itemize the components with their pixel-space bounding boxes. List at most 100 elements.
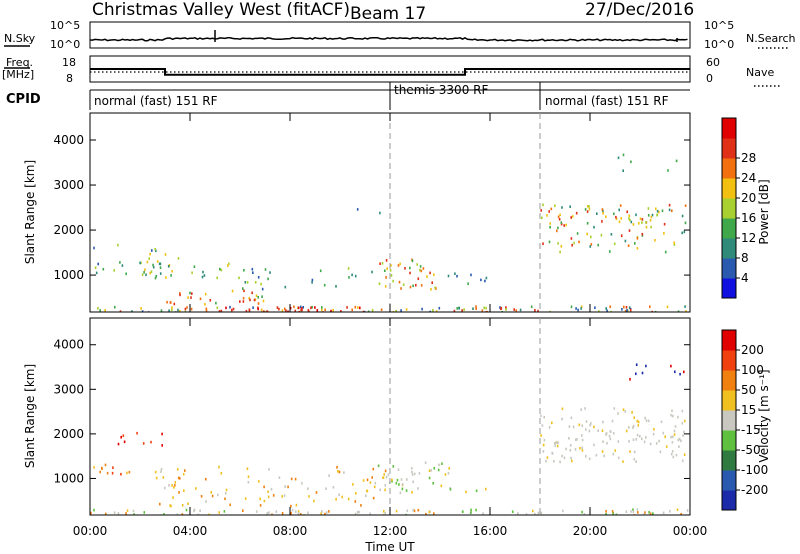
echo-cell: [587, 205, 589, 208]
echo-cell: [462, 510, 464, 513]
colorbar-swatch: [722, 350, 736, 371]
echo-cell: [441, 462, 443, 465]
echo-cell: [325, 487, 327, 490]
echo-cell: [387, 473, 390, 477]
echo-cell: [190, 307, 193, 311]
echo-cell: [585, 454, 587, 458]
echo-cell: [152, 263, 154, 267]
echo-cell: [289, 306, 292, 310]
echo-cell: [224, 497, 226, 501]
echo-cell: [650, 225, 652, 229]
echo-cell: [636, 237, 639, 240]
echo-cell: [585, 428, 587, 431]
echo-cell: [380, 308, 383, 311]
echo-cell: [369, 481, 372, 484]
echo-cell: [440, 484, 443, 488]
echo-cell: [247, 475, 250, 478]
echo-cell: [481, 309, 484, 312]
echo-cell: [149, 271, 151, 275]
echo-cell: [643, 440, 646, 444]
echo-cell: [332, 486, 335, 489]
colorbar-swatch: [722, 258, 736, 279]
echo-cell: [324, 308, 326, 312]
echo-cell: [554, 204, 556, 208]
echo-cell: [550, 207, 553, 211]
echo-cell: [163, 513, 165, 515]
echo-cell: [602, 440, 604, 443]
echo-cell: [184, 310, 187, 312]
echo-cell: [156, 260, 159, 263]
echo-cell: [160, 470, 162, 473]
x-tick-label: 20:00: [573, 524, 608, 538]
colorbar-swatch: [722, 450, 736, 471]
echo-cell: [311, 278, 314, 282]
velocity-frame: [89, 317, 691, 516]
echo-cell: [635, 438, 638, 441]
echo-cell: [671, 450, 674, 453]
colorbar-swatch: [722, 158, 736, 179]
nsky-panel: N.Sky 10^5 10^0 10^5 10^0 N.Search: [4, 19, 796, 51]
echo-cell: [663, 222, 666, 226]
echo-cell: [299, 513, 302, 515]
colorbar-tick-label: -50: [741, 443, 761, 457]
echo-cell: [302, 306, 304, 309]
echo-cell: [645, 364, 647, 368]
velocity-y-axis: 1000 2000 3000 4000: [53, 338, 690, 485]
nsky-frame: [89, 21, 691, 49]
echo-cell: [386, 267, 388, 270]
echo-cell: [630, 220, 633, 224]
echo-cell: [581, 446, 583, 449]
echo-cell: [301, 308, 303, 312]
echo-cell: [652, 432, 655, 436]
echo-cell: [413, 509, 416, 513]
colorbar-swatch: [722, 390, 736, 411]
echo-cell: [356, 510, 359, 514]
colorbar-swatch: [722, 470, 736, 491]
echo-cell: [602, 420, 604, 424]
echo-cell: [475, 508, 477, 512]
echo-cell: [395, 309, 397, 312]
power-x-axis: [89, 113, 691, 312]
echo-cell: [401, 483, 404, 486]
echo-cell: [623, 305, 625, 309]
echo-cell: [114, 305, 116, 309]
echo-cell: [664, 250, 667, 254]
echo-cell: [469, 511, 472, 514]
echo-cell: [557, 215, 560, 219]
echo-cell: [257, 276, 260, 279]
echo-cell: [367, 310, 370, 312]
echo-cell: [511, 510, 514, 513]
colorbar-swatch: [722, 430, 736, 451]
echo-cell: [384, 488, 386, 492]
echo-cell: [418, 472, 421, 475]
echo-cell: [409, 285, 412, 289]
echo-cell: [677, 438, 680, 442]
echo-cell: [672, 455, 675, 459]
echo-cell: [291, 508, 294, 512]
echo-cell: [242, 287, 244, 290]
echo-cell: [553, 460, 555, 463]
echo-cell: [255, 510, 258, 513]
echo-cell: [347, 497, 350, 501]
echo-cell: [259, 497, 261, 501]
echo-cell: [570, 416, 573, 420]
echo-cell: [590, 235, 592, 239]
echo-cell: [131, 310, 133, 312]
echo-cell: [126, 471, 128, 475]
echo-cell: [354, 500, 357, 503]
echo-cell: [159, 266, 162, 269]
echo-cell: [470, 508, 472, 512]
echo-cell: [670, 452, 673, 456]
echo-cell: [655, 207, 657, 211]
echo-cell: [635, 363, 638, 366]
echo-cell: [152, 265, 155, 269]
echo-cell: [575, 438, 577, 441]
echo-cell: [671, 441, 674, 444]
echo-cell: [483, 306, 485, 310]
echo-cell: [614, 449, 617, 452]
echo-cell: [132, 509, 135, 513]
echo-cell: [632, 508, 634, 511]
echo-cell: [243, 269, 245, 272]
echo-cell: [563, 456, 566, 460]
echo-cell: [622, 460, 624, 463]
